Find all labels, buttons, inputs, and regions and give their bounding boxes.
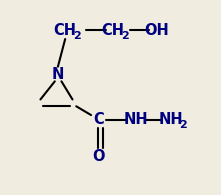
Text: 2: 2 [73,31,81,41]
Text: O: O [92,150,105,164]
Text: 2: 2 [121,31,129,41]
Text: CH: CH [54,23,77,38]
Text: 2: 2 [179,120,187,130]
Text: NH: NH [124,113,148,127]
Text: C: C [93,113,104,127]
Text: CH: CH [101,23,124,38]
Text: OH: OH [145,23,169,38]
Text: NH: NH [159,113,184,127]
Text: N: N [52,67,64,82]
